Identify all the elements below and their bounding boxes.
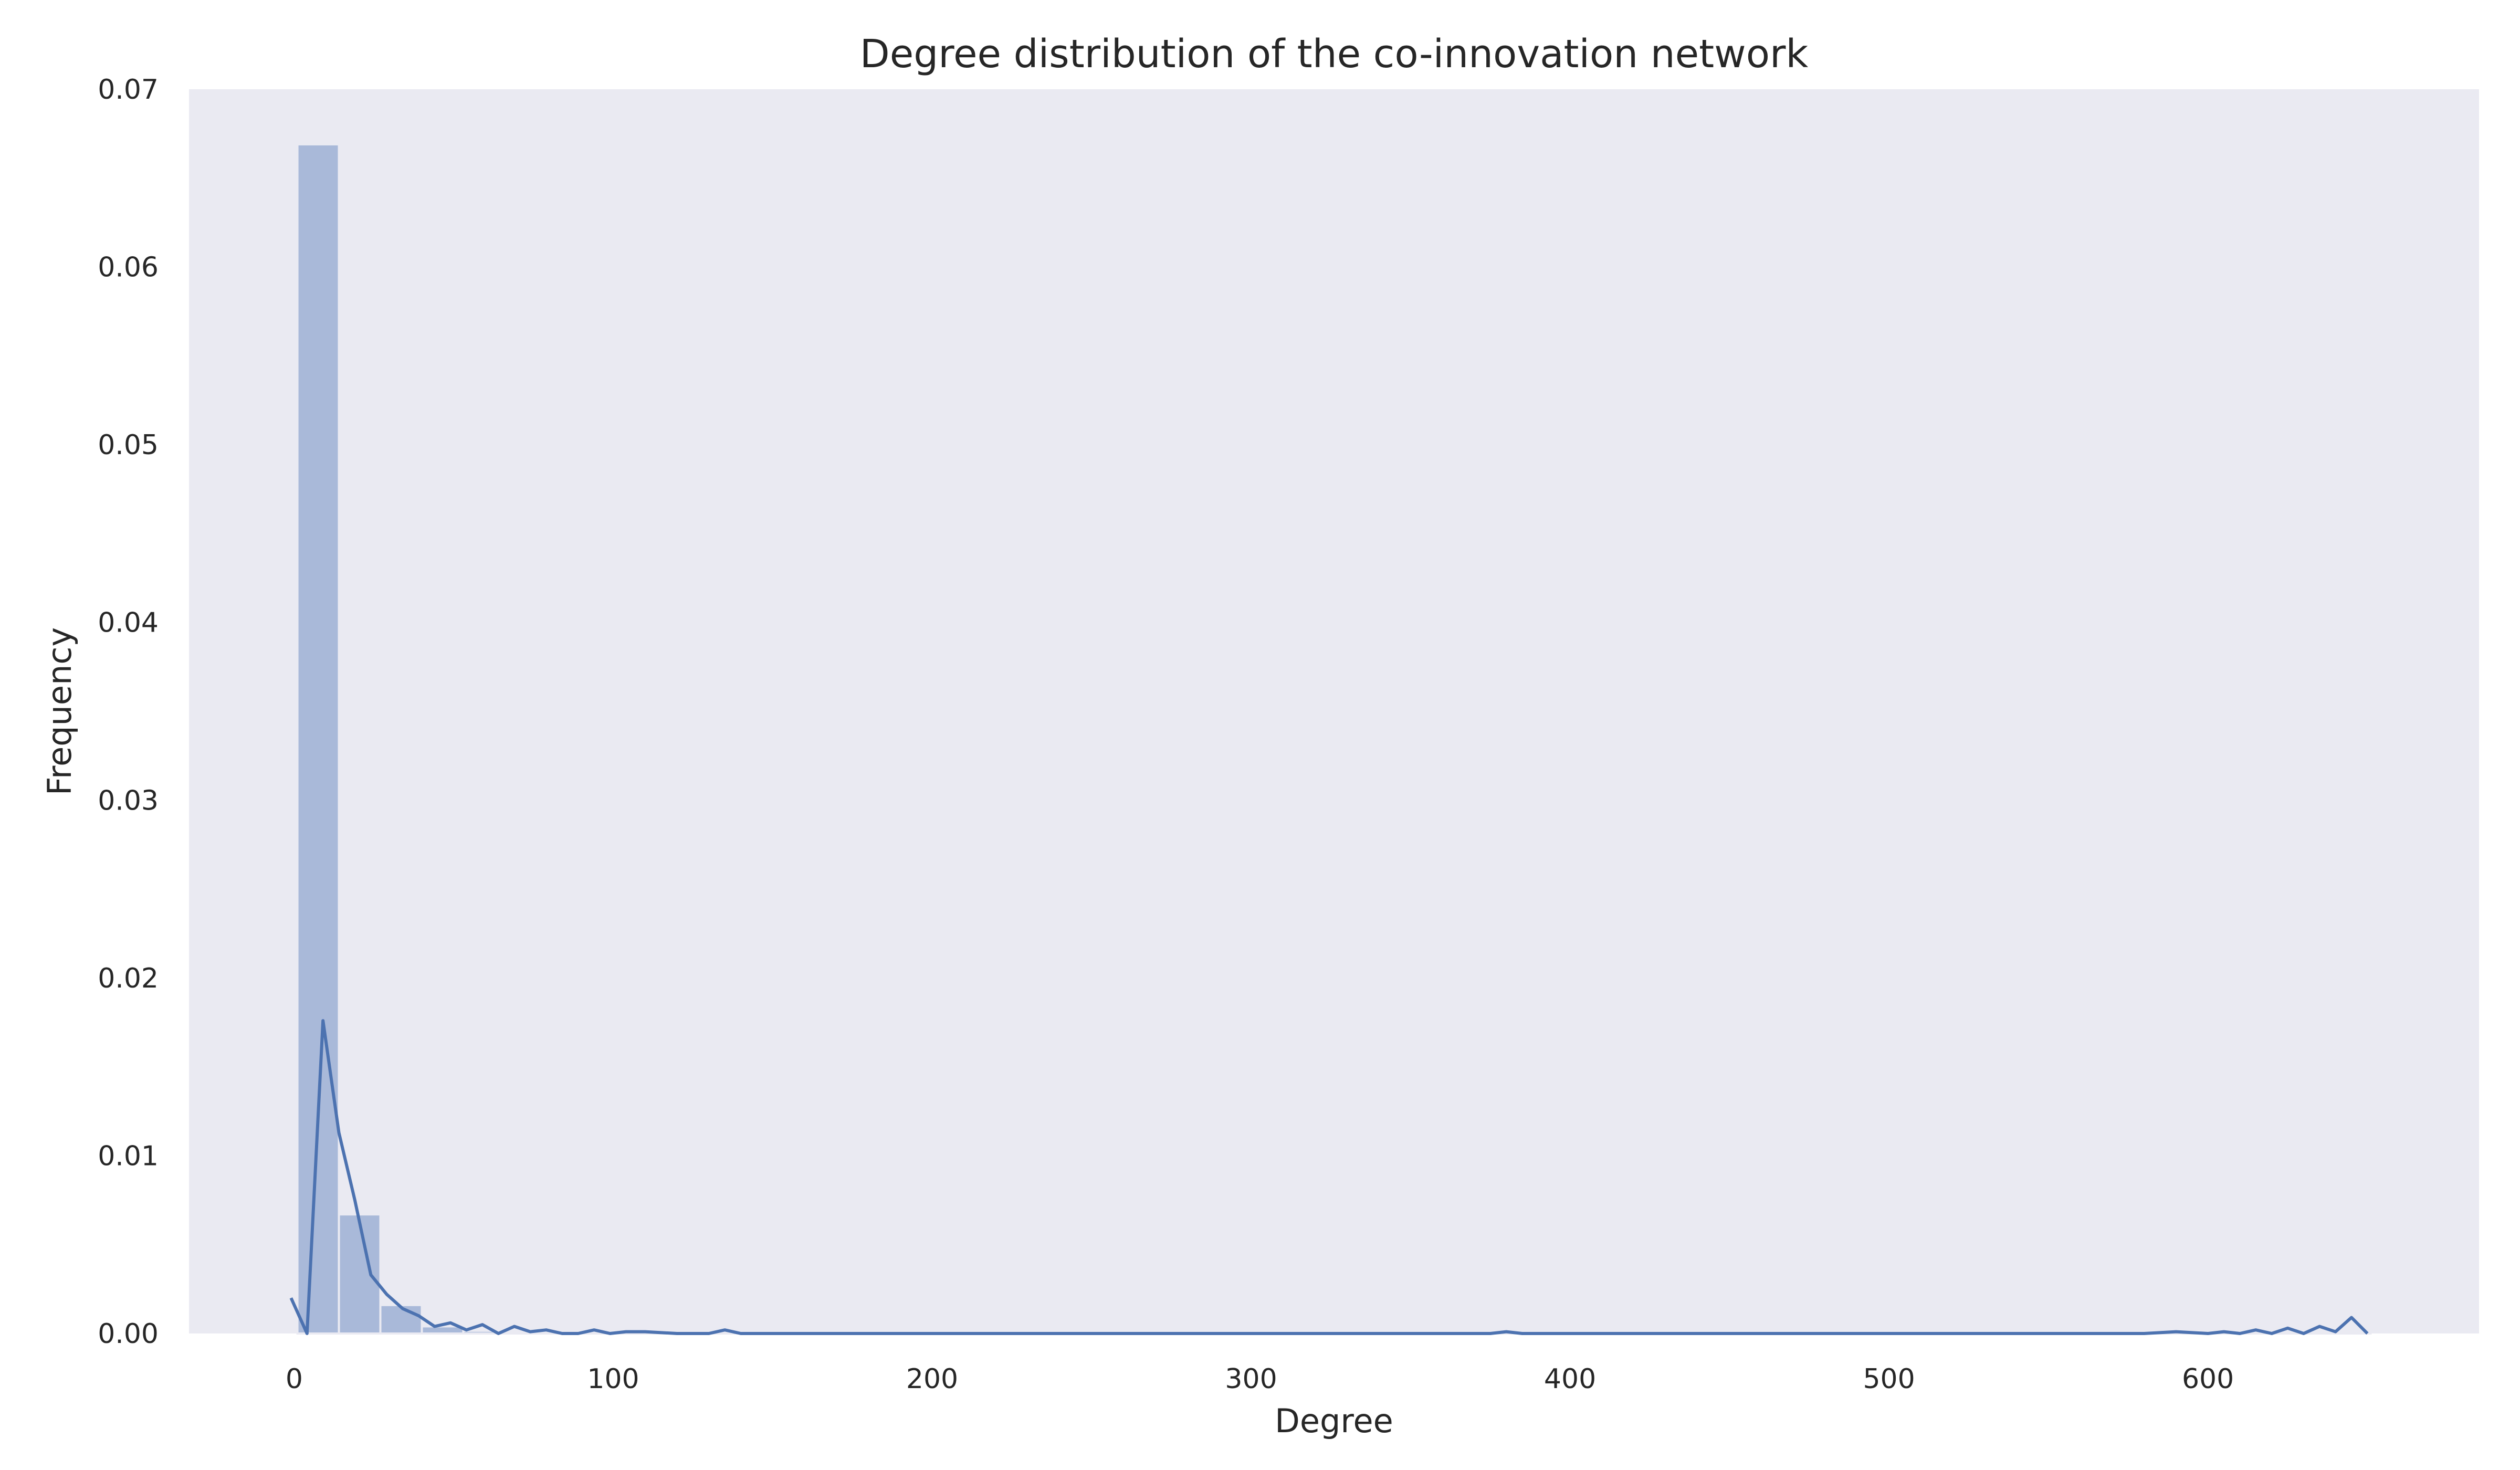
y-tick-label: 0.01 bbox=[98, 1140, 159, 1172]
x-tick-label: 100 bbox=[587, 1363, 639, 1395]
y-tick-label: 0.05 bbox=[98, 429, 159, 461]
y-tick-label: 0.06 bbox=[98, 252, 159, 284]
y-tick-label: 0.02 bbox=[98, 963, 159, 994]
histogram-bar bbox=[338, 1213, 382, 1335]
x-tick-label: 600 bbox=[2182, 1363, 2234, 1395]
y-tick-label: 0.07 bbox=[98, 74, 159, 106]
density-line-group bbox=[289, 1019, 2369, 1335]
x-axis-ticks: 0 100 200 300 400 500 600 bbox=[286, 1363, 2234, 1395]
x-tick-label: 400 bbox=[1544, 1363, 1596, 1395]
histogram-bar bbox=[296, 143, 340, 1335]
density-line bbox=[289, 1019, 2369, 1335]
x-tick-label: 0 bbox=[286, 1363, 303, 1395]
y-tick-label: 0.03 bbox=[98, 785, 159, 816]
x-axis-label: Degree bbox=[1275, 1402, 1393, 1440]
x-tick-label: 500 bbox=[1863, 1363, 1915, 1395]
x-tick-label: 200 bbox=[906, 1363, 958, 1395]
chart-title: Degree distribution of the co-innovation… bbox=[860, 32, 1809, 77]
histogram-bar bbox=[379, 1304, 423, 1335]
y-tick-label: 0.00 bbox=[98, 1318, 159, 1350]
x-tick-label: 300 bbox=[1225, 1363, 1277, 1395]
histogram-bar bbox=[503, 1331, 548, 1335]
y-tick-label: 0.04 bbox=[98, 607, 159, 639]
plot-area bbox=[189, 89, 2479, 1334]
y-axis-ticks: 0.00 0.01 0.02 0.03 0.04 0.05 0.06 0.07 bbox=[98, 74, 159, 1350]
y-axis-label: Frequency bbox=[40, 627, 79, 795]
